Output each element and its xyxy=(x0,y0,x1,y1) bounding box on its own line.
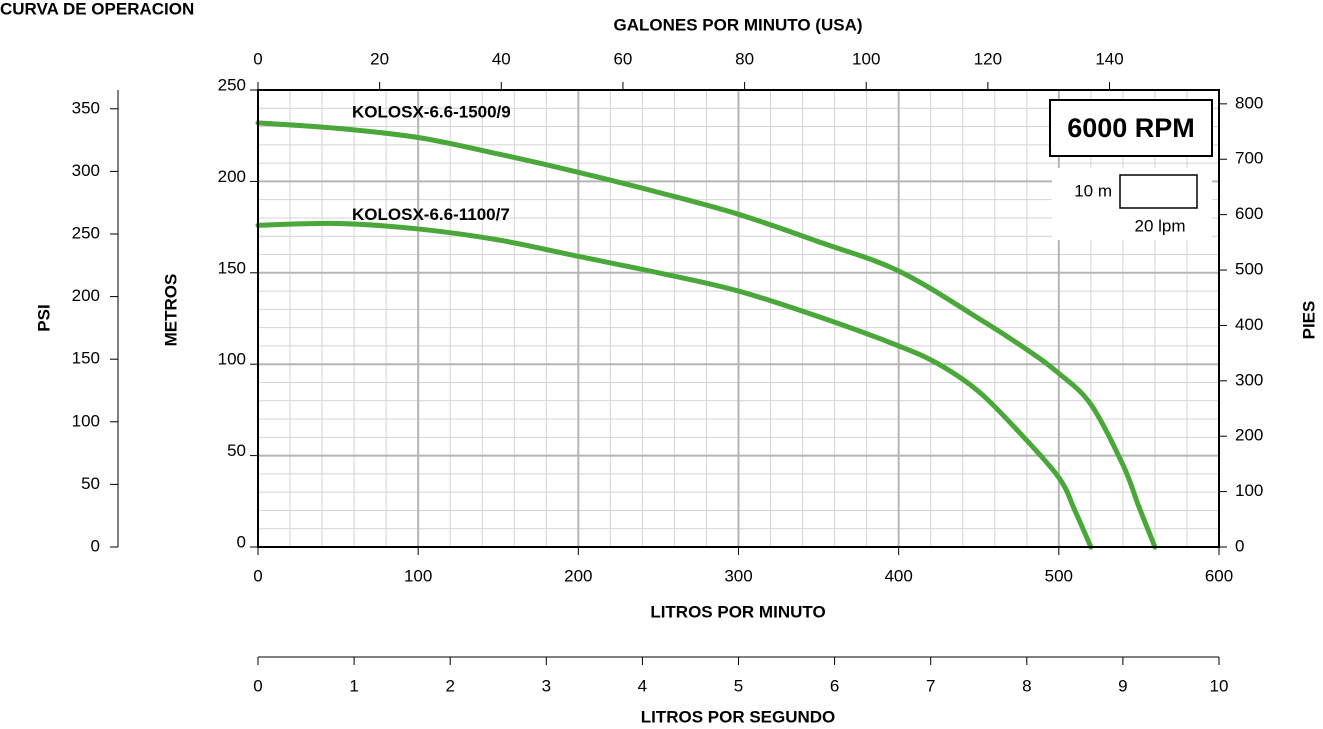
feet_axis-tick-label: 0 xyxy=(1235,536,1244,555)
psi_axis-tick-label: 350 xyxy=(72,98,100,117)
x-tick-label: 600 xyxy=(1205,566,1233,585)
x-tick-label: 500 xyxy=(1045,566,1073,585)
gpm_axis-tick-label: 140 xyxy=(1095,49,1123,68)
gpm_axis-tick-label: 0 xyxy=(253,49,262,68)
y-tick-label: 0 xyxy=(237,532,246,551)
psi_axis-tick-label: 250 xyxy=(72,223,100,242)
top-axis-title: GALONES POR MINUTO (USA) xyxy=(613,15,862,34)
lps_axis-tick-label: 0 xyxy=(253,676,262,695)
feet_axis-tick-label: 500 xyxy=(1235,260,1263,279)
feet_axis-tick-label: 600 xyxy=(1235,204,1263,223)
curve xyxy=(255,220,1094,550)
gpm_axis-tick-label: 80 xyxy=(735,49,754,68)
series-label: KOLOSX-6.6-1500/9 xyxy=(352,102,511,121)
gpm_axis-tick-label: 60 xyxy=(613,49,632,68)
y-tick-label: 200 xyxy=(218,167,246,186)
scale-legend-x: 20 lpm xyxy=(1134,216,1185,235)
grid xyxy=(257,89,1220,548)
x-tick-label: 400 xyxy=(884,566,912,585)
series-label: KOLOSX-6.6-1100/7 xyxy=(352,205,510,224)
lps_axis-tick-label: 4 xyxy=(638,676,647,695)
psi_axis-tick-label: 200 xyxy=(72,286,100,305)
lps_axis-tick-label: 3 xyxy=(542,676,551,695)
y-tick-label: 150 xyxy=(218,258,246,277)
gpm_axis-tick-label: 100 xyxy=(852,49,880,68)
y-axis-title: METROS xyxy=(161,274,180,347)
scale-legend-y: 10 m xyxy=(1074,181,1112,200)
lps_axis-tick-label: 8 xyxy=(1022,676,1031,695)
lps-axis-title: LITROS POR SEGUNDO xyxy=(641,707,836,726)
scale-legend-cell xyxy=(1119,174,1198,209)
psi_axis-tick-label: 50 xyxy=(81,474,100,493)
psi_axis-tick-label: 150 xyxy=(72,349,100,368)
psi-axis-title: PSI xyxy=(34,304,53,331)
lps_axis-tick-label: 7 xyxy=(926,676,935,695)
lps_axis-tick-label: 9 xyxy=(1118,676,1127,695)
rpm-label: 6000 RPM xyxy=(1067,113,1195,143)
lps_axis-tick-label: 10 xyxy=(1210,676,1229,695)
curve xyxy=(255,120,1158,550)
feet_axis-tick-label: 400 xyxy=(1235,315,1263,334)
x-tick-label: 0 xyxy=(253,566,262,585)
y-tick-label: 100 xyxy=(218,350,246,369)
lps_axis-tick-label: 2 xyxy=(445,676,454,695)
psi_axis-tick-label: 0 xyxy=(91,536,100,555)
feet_axis-tick-label: 100 xyxy=(1235,481,1263,500)
lps_axis-tick-label: 1 xyxy=(349,676,358,695)
feet-axis-title: PIES xyxy=(1299,301,1318,340)
feet_axis-tick-label: 700 xyxy=(1235,149,1263,168)
x-tick-label: 200 xyxy=(564,566,592,585)
x-tick-label: 300 xyxy=(724,566,752,585)
chart-title: CURVA DE OPERACION xyxy=(0,0,194,18)
gpm_axis-tick-label: 40 xyxy=(492,49,511,68)
rpm-box xyxy=(1049,99,1213,157)
x-axis-title: LITROS POR MINUTO xyxy=(650,602,825,621)
psi_axis-tick-label: 300 xyxy=(72,161,100,180)
curves: KOLOSX-6.6-1500/9 KOLOSX-6.6-1100/7 xyxy=(255,102,1158,550)
feet_axis-tick-label: 300 xyxy=(1235,370,1263,389)
feet_axis-tick-label: 800 xyxy=(1235,93,1263,112)
lps_axis-tick-label: 6 xyxy=(830,676,839,695)
gpm_axis-tick-label: 120 xyxy=(974,49,1002,68)
y-tick-label: 250 xyxy=(218,75,246,94)
psi_axis-tick-label: 100 xyxy=(72,411,100,430)
lps_axis-tick-label: 5 xyxy=(734,676,743,695)
y-tick-label: 50 xyxy=(227,441,246,460)
feet_axis-tick-label: 200 xyxy=(1235,426,1263,445)
gpm_axis-tick-label: 20 xyxy=(370,49,389,68)
x-tick-label: 100 xyxy=(404,566,432,585)
